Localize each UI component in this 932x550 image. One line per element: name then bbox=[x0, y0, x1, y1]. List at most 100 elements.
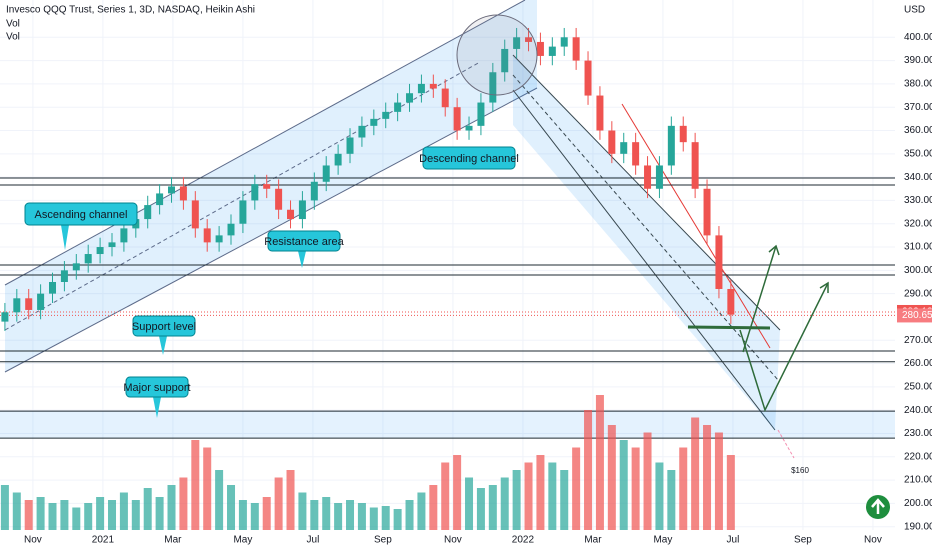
highlight-circle bbox=[456, 14, 538, 96]
candle-body bbox=[382, 111, 390, 119]
axes: 190.00 200.00 210.00 220.00 230.00 240.00 250.… bbox=[24, 32, 932, 546]
price-tag-label: 280.65 bbox=[902, 310, 932, 321]
volume-bar bbox=[465, 477, 474, 530]
volume-bar bbox=[405, 500, 414, 530]
y-tick-label: 380.00 bbox=[904, 79, 932, 90]
target-label: $160 bbox=[791, 466, 809, 475]
volume-bar bbox=[310, 500, 319, 530]
volume-bar bbox=[679, 447, 688, 530]
candle-body bbox=[667, 125, 675, 166]
candle-body bbox=[584, 60, 592, 96]
volume-bar bbox=[238, 500, 247, 530]
candle-body bbox=[227, 223, 235, 236]
volume-bar bbox=[548, 462, 557, 530]
volume-bar bbox=[0, 485, 9, 530]
callout-pointer bbox=[61, 225, 69, 250]
channel-line bbox=[4, 0, 526, 286]
y-tick-label: 310.00 bbox=[904, 242, 932, 253]
candle-body bbox=[168, 186, 176, 194]
x-tick-label: Sep bbox=[374, 535, 392, 546]
y-tick-label: 330.00 bbox=[904, 195, 932, 206]
y-tick-label: 230.00 bbox=[904, 428, 932, 439]
volume-bar bbox=[703, 425, 712, 530]
candle-body bbox=[501, 48, 509, 73]
callout-text: Descending channel bbox=[419, 153, 519, 165]
price-tag bbox=[897, 308, 932, 323]
callout-pointer bbox=[159, 336, 167, 355]
volume-bar bbox=[441, 462, 450, 530]
callout-pointer bbox=[153, 397, 161, 418]
candle-body bbox=[417, 83, 425, 94]
candle-body bbox=[144, 205, 152, 220]
x-tick-label: Jul bbox=[727, 535, 740, 546]
candle-body bbox=[120, 228, 128, 243]
volume-bar bbox=[274, 477, 283, 530]
y-tick-label: 350.00 bbox=[904, 148, 932, 159]
y-tick-label: 240.00 bbox=[904, 405, 932, 416]
volume-bar bbox=[72, 507, 81, 530]
volume-bar bbox=[453, 455, 462, 530]
volume-bar bbox=[572, 447, 581, 530]
major-support-zone bbox=[0, 411, 895, 439]
volume-bar bbox=[560, 470, 569, 530]
volume-bar bbox=[131, 500, 140, 530]
candle-body bbox=[49, 281, 57, 294]
x-tick-label: Nov bbox=[444, 535, 462, 546]
volume-bar bbox=[298, 492, 307, 530]
x-tick-label: Mar bbox=[164, 535, 182, 546]
y-tick-label: 260.00 bbox=[904, 358, 932, 369]
trend-line bbox=[621, 103, 771, 349]
candle-body bbox=[310, 181, 318, 201]
volume-bar bbox=[191, 440, 200, 530]
candle-body bbox=[156, 193, 164, 206]
volume-bar bbox=[262, 497, 271, 530]
x-tick-label: 2022 bbox=[512, 535, 535, 546]
candle-body bbox=[1, 312, 9, 322]
candle-body bbox=[727, 288, 735, 315]
volume-bar bbox=[595, 395, 604, 530]
volume-bar bbox=[60, 500, 69, 530]
projection-arrow bbox=[739, 282, 829, 413]
x-tick-label: Jul bbox=[307, 535, 320, 546]
projection-arrow bbox=[742, 245, 777, 353]
scroll-icon bbox=[871, 498, 885, 514]
volume-bar bbox=[346, 500, 355, 530]
x-tick-label: Nov bbox=[24, 535, 42, 546]
volume-bar bbox=[429, 485, 438, 530]
indicator-label: Vol bbox=[6, 19, 20, 30]
annotations: Ascending channel Descending channel Resis… bbox=[24, 146, 809, 475]
candle-body bbox=[108, 242, 116, 248]
candle-body bbox=[239, 200, 247, 224]
candle-body bbox=[298, 200, 306, 220]
candle-body bbox=[191, 200, 199, 229]
callout-pointer bbox=[298, 251, 306, 268]
candle-body bbox=[179, 186, 187, 201]
volume-bar bbox=[488, 485, 497, 530]
x-tick-label: Nov bbox=[864, 535, 882, 546]
candle-body bbox=[560, 37, 568, 47]
callout-box bbox=[422, 146, 516, 170]
candle-body bbox=[13, 298, 21, 313]
callout-box bbox=[24, 202, 138, 226]
volume bbox=[0, 395, 735, 530]
candle-body bbox=[536, 41, 544, 56]
volume-bar bbox=[476, 488, 485, 530]
volume-bar bbox=[512, 470, 521, 530]
channel-line bbox=[4, 87, 538, 373]
volume-bar bbox=[203, 447, 212, 530]
volume-bar bbox=[250, 503, 259, 530]
candle-body bbox=[465, 125, 473, 131]
chart-title: Invesco QQQ Trust, Series 1, 3D, NASDAQ,… bbox=[6, 5, 255, 16]
callout-text: Resistance area bbox=[264, 236, 344, 248]
price-axis bbox=[895, 0, 932, 550]
candle-body bbox=[608, 130, 616, 154]
y-tick-label: 360.00 bbox=[904, 125, 932, 136]
volume-bar bbox=[667, 470, 676, 530]
candle-body bbox=[251, 184, 259, 201]
candle-body bbox=[632, 142, 640, 166]
volume-bar bbox=[96, 497, 105, 530]
volume-bar bbox=[179, 477, 188, 530]
volume-bar bbox=[726, 455, 735, 530]
candle-body bbox=[691, 142, 699, 189]
